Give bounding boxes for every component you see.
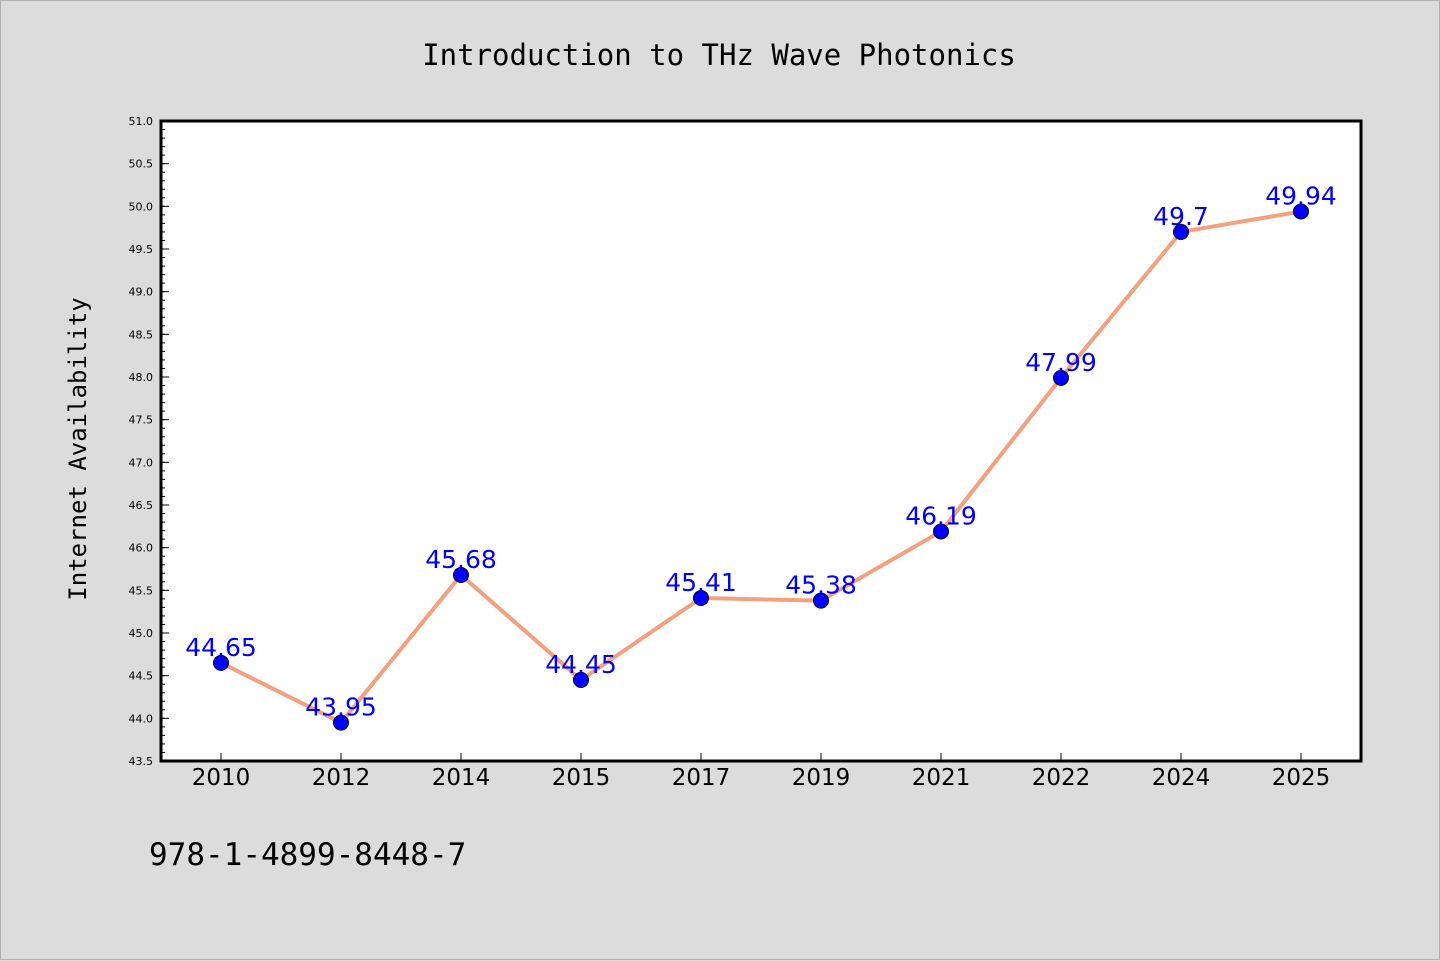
y-tick-label: 43.5 <box>129 755 154 768</box>
data-point <box>813 592 829 609</box>
y-tick-label: 46.0 <box>129 542 154 555</box>
data-label: 44.45 <box>545 650 617 679</box>
x-tick-label: 2015 <box>552 765 611 791</box>
data-point <box>1053 369 1069 386</box>
data-label: 49.7 <box>1153 202 1209 231</box>
data-point <box>933 523 949 540</box>
y-tick-label: 44.5 <box>129 670 154 683</box>
plot-area <box>159 119 1363 763</box>
data-point <box>333 714 349 731</box>
data-label: 45.41 <box>665 568 737 597</box>
data-label: 45.38 <box>785 571 857 600</box>
y-tick-label: 47.0 <box>129 456 154 469</box>
y-tick-label: 48.5 <box>129 328 154 341</box>
data-point <box>1173 223 1189 240</box>
x-tick-label: 2017 <box>672 765 731 791</box>
y-tick-label: 51.0 <box>129 115 154 128</box>
series-line <box>220 209 1302 725</box>
x-tick-label: 2021 <box>912 765 971 791</box>
data-label: 44.65 <box>185 633 257 662</box>
x-axis: 2010 2012 2014 2015 2017 2019 2021 2022 2024 2025 <box>192 753 1331 791</box>
data-point <box>573 671 589 688</box>
y-tick-label: 49.5 <box>129 243 154 256</box>
series-polyline <box>220 209 1302 725</box>
y-tick-label: 50.5 <box>129 158 154 171</box>
y-tick-label: 44.0 <box>129 712 154 725</box>
x-tick-label: 2025 <box>1272 765 1331 791</box>
data-point <box>1293 203 1309 220</box>
y-tick-label: 50.0 <box>129 200 154 213</box>
x-tick-label: 2012 <box>312 765 371 791</box>
data-point <box>453 566 469 583</box>
data-label: 43.95 <box>305 693 377 722</box>
data-label: 45.68 <box>425 545 497 574</box>
x-tick-label: 2010 <box>192 765 251 791</box>
y-axis-label: Internet Availability <box>64 297 92 600</box>
y-tick-label: 47.5 <box>129 414 154 427</box>
data-point <box>693 590 709 607</box>
y-tick-label: 48.0 <box>129 371 154 384</box>
isbn-text: 978-1-4899-8448-7 <box>149 837 466 873</box>
chart-title: Introduction to THz Wave Photonics <box>422 38 1016 72</box>
x-tick-label: 2022 <box>1032 765 1091 791</box>
y-tick-label: 49.0 <box>129 286 154 299</box>
data-label: 46.19 <box>905 501 977 530</box>
y-tick-label: 45.5 <box>129 584 154 597</box>
y-tick-label: 45.0 <box>129 627 154 640</box>
x-tick-label: 2019 <box>792 765 851 791</box>
data-labels: 44.65 43.95 45.68 44.45 45.41 45.38 46.19 47.99… <box>185 181 1337 721</box>
data-label: 49.94 <box>1265 181 1337 210</box>
y-tick-label: 46.5 <box>129 499 154 512</box>
x-tick-label: 2014 <box>432 765 491 791</box>
y-axis: 43.5 44.0 44.5 45.0 45.5 46.0 46.5 47.0 47.5 48.0… <box>129 115 169 768</box>
data-point <box>213 654 229 671</box>
data-points <box>213 203 1309 731</box>
data-label: 47.99 <box>1025 348 1097 377</box>
x-tick-label: 2024 <box>1152 765 1211 791</box>
